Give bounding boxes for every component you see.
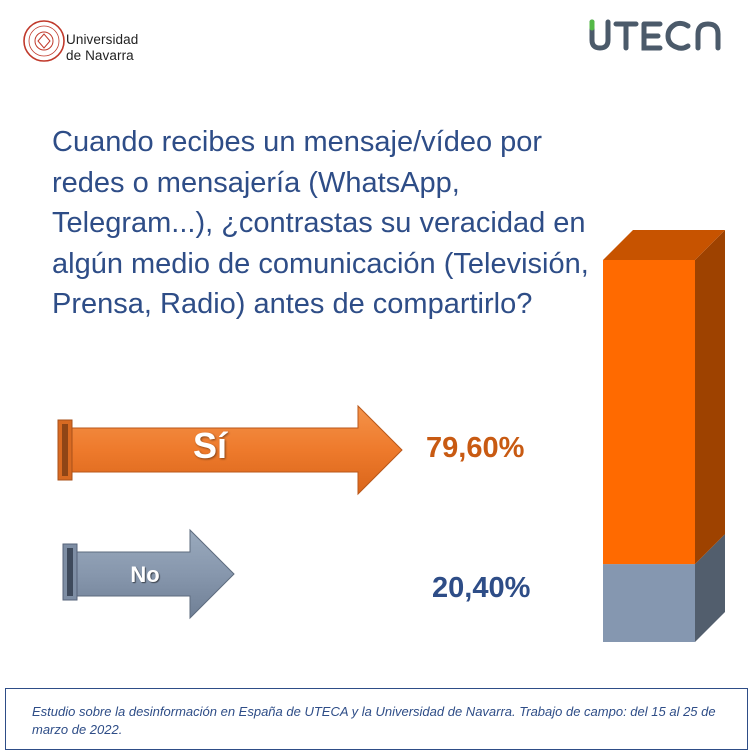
footer-note: Estudio sobre la desinformación en Españ… bbox=[32, 704, 716, 737]
university-seal-icon bbox=[23, 20, 65, 62]
stacked-bar bbox=[603, 230, 725, 642]
percent-si: 79,60% bbox=[426, 432, 525, 464]
arrow-si bbox=[57, 404, 403, 496]
bar-top-Sí bbox=[603, 230, 725, 260]
bar-side-No bbox=[695, 534, 725, 642]
answer-label-si: Sí bbox=[192, 425, 227, 466]
university-logo: Universidad de Navarra bbox=[22, 14, 152, 70]
answer-label-no: No bbox=[130, 562, 160, 587]
university-name-line1: Universidad bbox=[66, 32, 139, 47]
footer-box: Estudio sobre la desinformación en Españ… bbox=[5, 688, 748, 750]
university-name-line2: de Navarra bbox=[66, 48, 134, 63]
uteca-logo bbox=[586, 12, 736, 56]
bar-side-Sí bbox=[695, 230, 725, 565]
percent-no: 20,40% bbox=[432, 572, 531, 604]
arrow-no bbox=[62, 528, 235, 620]
survey-question: Cuando recibes un mensaje/vídeo por rede… bbox=[52, 126, 589, 320]
bar-segment-Sí bbox=[603, 260, 695, 565]
bar-segment-No bbox=[603, 564, 695, 642]
uteca-logo-icon bbox=[589, 19, 721, 51]
